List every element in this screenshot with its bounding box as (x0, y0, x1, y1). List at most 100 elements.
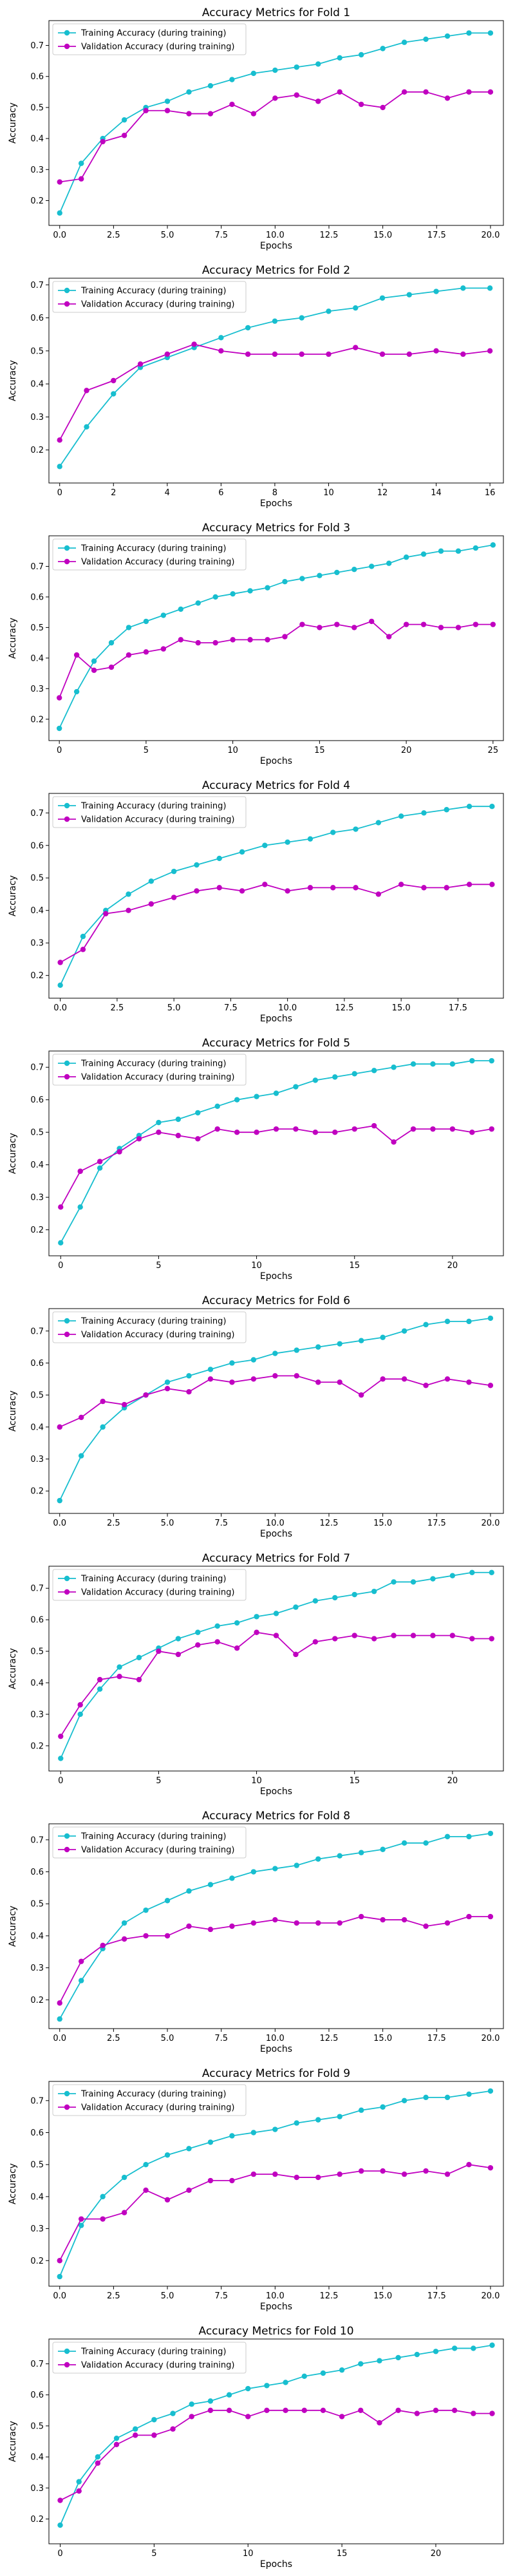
x-tick-label: 7.5 (224, 1003, 238, 1013)
validation-accuracy-point (351, 1633, 357, 1638)
training-accuracy-point (283, 2380, 288, 2385)
x-tick-label: 0.0 (53, 2034, 66, 2043)
training-accuracy-point (449, 1573, 456, 1578)
y-tick-label: 0.2 (30, 1996, 44, 2005)
x-tick-label: 17.5 (427, 1519, 446, 1528)
x-axis-label: Epochs (260, 1014, 292, 1024)
validation-accuracy-point (337, 89, 342, 95)
legend-label-validation: Validation Accuracy (during training) (81, 2103, 234, 2113)
validation-accuracy-point (264, 2407, 270, 2414)
training-accuracy-point (386, 560, 392, 566)
validation-accuracy-point (218, 348, 224, 354)
training-accuracy-point (315, 61, 321, 67)
validation-accuracy-point (226, 2407, 232, 2414)
validation-accuracy-point (299, 621, 305, 627)
validation-accuracy-point (466, 882, 473, 887)
x-tick-label: 15 (337, 2549, 348, 2559)
training-accuracy-point (126, 891, 131, 897)
validation-accuracy-point (77, 1702, 83, 1708)
training-accuracy-point (438, 548, 444, 554)
y-tick-label: 0.6 (30, 1095, 44, 1105)
validation-accuracy-point (410, 1126, 417, 1132)
training-accuracy-point (214, 1103, 220, 1110)
y-tick-label: 0.5 (30, 2161, 44, 2170)
validation-accuracy-point (423, 89, 429, 95)
training-accuracy-point (216, 855, 222, 862)
validation-accuracy-point (487, 2164, 494, 2171)
training-accuracy-point (207, 2398, 214, 2404)
training-accuracy-point (294, 64, 299, 70)
legend-label-training: Training Accuracy (during training) (80, 2090, 227, 2099)
chart-title: Accuracy Metrics for Fold 10 (198, 2325, 353, 2338)
training-accuracy-point (136, 1654, 142, 1661)
training-accuracy-point (337, 2114, 342, 2119)
training-accuracy-point (299, 315, 304, 321)
x-tick-label: 7.5 (214, 2291, 228, 2301)
validation-accuracy-point (80, 947, 86, 952)
legend: Training Accuracy (during training) Valid… (52, 2084, 247, 2116)
x-tick-label: 14 (431, 488, 442, 498)
training-accuracy-point (212, 594, 218, 600)
x-tick-label: 20 (401, 746, 412, 755)
legend-marker-training (64, 1318, 70, 1324)
training-accuracy-point (433, 2349, 439, 2354)
validation-accuracy-point (307, 885, 314, 891)
x-tick-label: 5 (156, 1776, 161, 1786)
training-accuracy-point (143, 2161, 149, 2168)
legend-label-validation: Validation Accuracy (during training) (81, 1331, 234, 1340)
validation-accuracy-point (239, 888, 245, 894)
y-axis-label: Accuracy (8, 618, 18, 659)
validation-accuracy-point (156, 1648, 162, 1654)
y-tick-label: 0.7 (30, 1063, 44, 1073)
training-accuracy-point (194, 862, 200, 868)
validation-accuracy-point (380, 1376, 386, 1382)
training-accuracy-point (57, 2273, 62, 2280)
validation-accuracy-point (143, 649, 149, 655)
training-accuracy-point (444, 1833, 451, 1840)
training-accuracy-point (160, 612, 167, 618)
validation-accuracy-point (451, 2407, 458, 2414)
validation-accuracy-point (132, 2432, 138, 2438)
y-tick-label: 0.5 (30, 623, 44, 633)
validation-accuracy-point (195, 639, 201, 646)
legend-marker-validation (64, 1074, 70, 1080)
validation-accuracy-point (487, 1383, 494, 1388)
legend-label-validation: Validation Accuracy (during training) (81, 815, 234, 825)
y-tick-label: 0.3 (30, 939, 44, 949)
validation-accuracy-point (214, 1126, 220, 1132)
training-accuracy-point (401, 2098, 407, 2104)
x-tick-label: 6 (218, 488, 223, 498)
y-tick-label: 0.6 (30, 314, 44, 323)
training-accuracy-point (421, 810, 427, 816)
training-accuracy-point (250, 70, 257, 77)
training-accuracy-point (175, 1116, 182, 1122)
training-accuracy-point (455, 548, 462, 554)
training-accuracy-point (151, 2417, 157, 2423)
validation-accuracy-point (148, 901, 154, 907)
x-tick-label: 20 (447, 1776, 458, 1786)
validation-accuracy-point (143, 1392, 149, 1398)
validation-accuracy-point (117, 1149, 122, 1155)
training-accuracy-point (406, 292, 412, 298)
validation-accuracy-point (466, 89, 472, 95)
legend-label-training: Training Accuracy (during training) (80, 1317, 227, 1327)
x-tick-label: 15.0 (373, 231, 392, 240)
training-accuracy-point (391, 1065, 397, 1070)
validation-accuracy-point (78, 2216, 84, 2222)
training-accuracy-point (156, 1119, 162, 1126)
training-accuracy-point (117, 1664, 122, 1670)
legend-label-training: Training Accuracy (during training) (80, 1575, 227, 1584)
training-accuracy-point (214, 1623, 220, 1629)
legend-box (52, 2342, 247, 2374)
x-tick-label: 10.0 (266, 1519, 285, 1528)
validation-accuracy-point (57, 1424, 62, 1430)
training-accuracy-point (487, 30, 494, 36)
legend-marker-training (64, 545, 70, 551)
validation-accuracy-point (100, 2216, 106, 2222)
training-accuracy-point (245, 325, 251, 331)
training-accuracy-point (379, 295, 386, 301)
x-tick-label: 0.0 (53, 231, 66, 240)
validation-accuracy-point (164, 1386, 171, 1392)
validation-accuracy-point (312, 1129, 319, 1135)
legend-marker-validation (64, 2104, 70, 2110)
